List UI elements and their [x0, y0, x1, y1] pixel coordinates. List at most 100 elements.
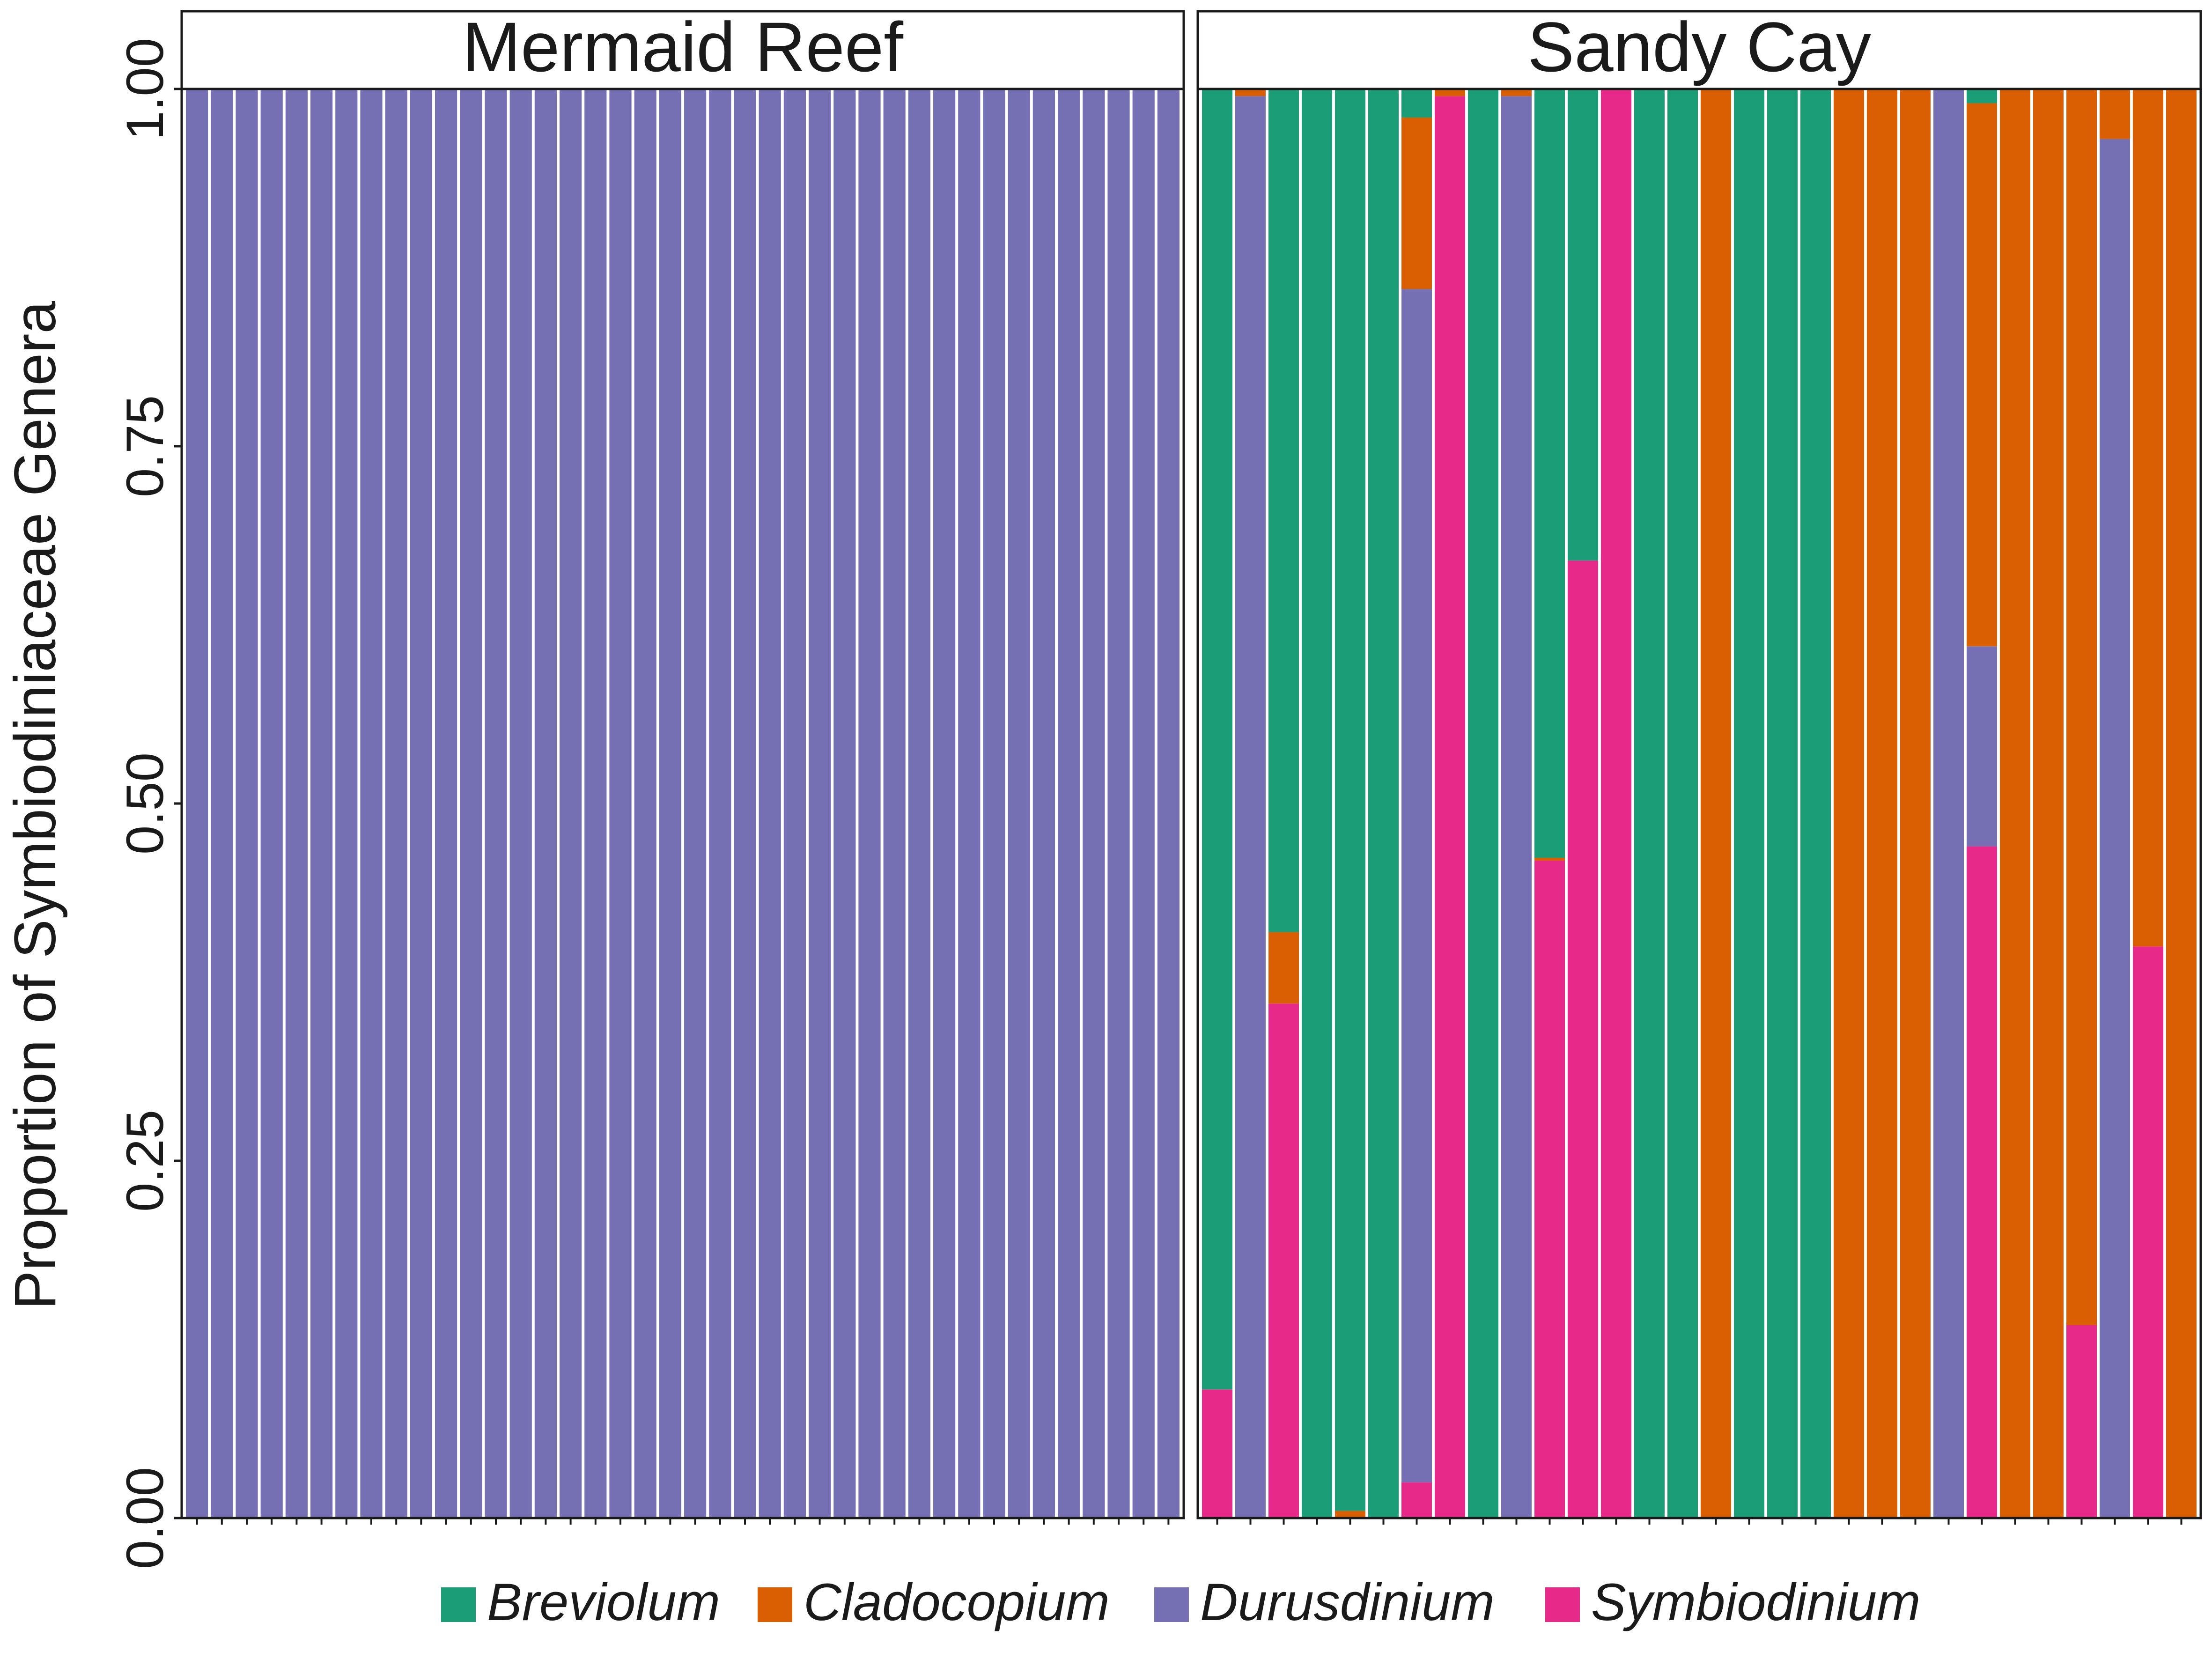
- bar-segment-breviolum: [1534, 89, 1565, 858]
- sample-bar: [1157, 89, 1180, 1518]
- sample-bar: [1202, 89, 1232, 1518]
- legend-item: Durusdinium: [1154, 1573, 1495, 1631]
- panel-strip: [180, 10, 1185, 90]
- bar-segment-cladocopium: [1401, 118, 1432, 289]
- sample-bar: [2166, 89, 2197, 1518]
- bar-segment-durusdinium: [260, 89, 283, 1518]
- bar-segment-cladocopium: [2133, 89, 2163, 947]
- panel: Sandy Cay: [1196, 7, 2202, 1525]
- bar-segment-cladocopium: [2033, 89, 2064, 1518]
- sample-bar: [933, 89, 956, 1518]
- bar-segment-cladocopium: [1335, 1511, 1365, 1518]
- bar-segment-durusdinium: [634, 89, 656, 1518]
- sample-bar: [983, 89, 1005, 1518]
- sample-bar: [2100, 89, 2130, 1518]
- y-tick-label: 0.25: [116, 1110, 174, 1212]
- bar-segment-breviolum: [1468, 89, 1498, 1518]
- sample-bar: [609, 89, 632, 1518]
- bar-segment-durusdinium: [335, 89, 358, 1518]
- sample-bar: [1335, 89, 1365, 1518]
- bar-segment-durusdinium: [833, 89, 856, 1518]
- sample-bar: [1867, 89, 1897, 1518]
- sample-bar: [1083, 89, 1105, 1518]
- bar-segment-symbiodinium: [1534, 861, 1565, 1518]
- y-axis-title-group: Proportion of Symbiodiniaceae Genera: [3, 301, 68, 1310]
- bar-segment-durusdinium: [236, 89, 258, 1518]
- sample-bar: [1008, 89, 1030, 1518]
- legend-label: Symbiodinium: [1591, 1573, 1920, 1631]
- sample-bar: [1900, 89, 1931, 1518]
- bar-segment-durusdinium: [933, 89, 956, 1518]
- bar-segment-durusdinium: [609, 89, 632, 1518]
- bar-segment-durusdinium: [360, 89, 383, 1518]
- sample-bar: [833, 89, 856, 1518]
- sample-bar: [584, 89, 607, 1518]
- bars: [186, 89, 1180, 1518]
- bar-segment-durusdinium: [1107, 89, 1130, 1518]
- sample-bar: [1834, 89, 1864, 1518]
- sample-bar: [186, 89, 208, 1518]
- bar-segment-durusdinium: [1235, 96, 1266, 1518]
- bar-segment-durusdinium: [759, 89, 781, 1518]
- sample-bar: [2000, 89, 2030, 1518]
- bar-segment-durusdinium: [211, 89, 233, 1518]
- bar-segment-breviolum: [1302, 89, 1332, 1518]
- bar-segment-durusdinium: [1032, 89, 1055, 1518]
- bar-segment-cladocopium: [1867, 89, 1897, 1518]
- bar-segment-cladocopium: [1235, 89, 1266, 96]
- sample-bar: [1534, 89, 1565, 1518]
- y-tick-label: 0.75: [116, 395, 174, 497]
- bar-segment-durusdinium: [460, 89, 482, 1518]
- sample-bar: [509, 89, 532, 1518]
- bar-segment-durusdinium: [783, 89, 806, 1518]
- sample-bar: [1800, 89, 1831, 1518]
- sample-bar: [236, 89, 258, 1518]
- sample-bar: [759, 89, 781, 1518]
- sample-bar: [1401, 89, 1432, 1518]
- sample-bar: [1468, 89, 1498, 1518]
- sample-bar: [2133, 89, 2163, 1518]
- y-tick-label: 0.00: [116, 1467, 174, 1569]
- sample-bar: [260, 89, 283, 1518]
- sample-bar: [1601, 89, 1631, 1518]
- bar-segment-durusdinium: [883, 89, 906, 1518]
- legend-label: Breviolum: [487, 1573, 720, 1631]
- sample-bar: [211, 89, 233, 1518]
- bar-segment-symbiodinium: [1401, 1482, 1432, 1518]
- sample-bar: [883, 89, 906, 1518]
- sample-bar: [435, 89, 457, 1518]
- sample-bar: [2033, 89, 2064, 1518]
- sample-bar: [1268, 89, 1299, 1518]
- sample-bar: [908, 89, 930, 1518]
- bar-segment-durusdinium: [435, 89, 457, 1518]
- sample-bar: [1435, 89, 1465, 1518]
- legend-label: Cladocopium: [804, 1573, 1110, 1631]
- bar-segment-durusdinium: [310, 89, 333, 1518]
- bar-segment-symbiodinium: [2133, 946, 2163, 1518]
- bar-segment-durusdinium: [285, 89, 308, 1518]
- sample-bar: [958, 89, 981, 1518]
- bar-segment-breviolum: [1335, 89, 1365, 1511]
- bar-segment-breviolum: [1401, 89, 1432, 118]
- sample-bar: [783, 89, 806, 1518]
- legend-key: [1545, 1587, 1580, 1622]
- legend-key: [758, 1587, 792, 1622]
- bar-segment-cladocopium: [1268, 932, 1299, 1004]
- panel-frame: [1196, 88, 2202, 1519]
- bar-segment-cladocopium: [1534, 857, 1565, 861]
- bar-segment-breviolum: [1967, 89, 1997, 103]
- panel: Mermaid Reef: [180, 7, 1185, 1525]
- sample-bar: [809, 89, 831, 1518]
- bar-segment-durusdinium: [2100, 139, 2130, 1518]
- sample-bar: [1933, 89, 1964, 1518]
- bar-segment-symbiodinium: [2066, 1325, 2097, 1518]
- bar-segment-durusdinium: [1157, 89, 1180, 1518]
- bar-segment-durusdinium: [1008, 89, 1030, 1518]
- y-axis: 0.00 0.25 0.50 0.75 1.00: [116, 38, 182, 1569]
- bar-segment-symbiodinium: [1268, 1003, 1299, 1518]
- bar-segment-durusdinium: [734, 89, 756, 1518]
- legend-item: Symbiodinium: [1545, 1573, 1920, 1631]
- sample-bar: [1107, 89, 1130, 1518]
- sample-bar: [1235, 89, 1266, 1518]
